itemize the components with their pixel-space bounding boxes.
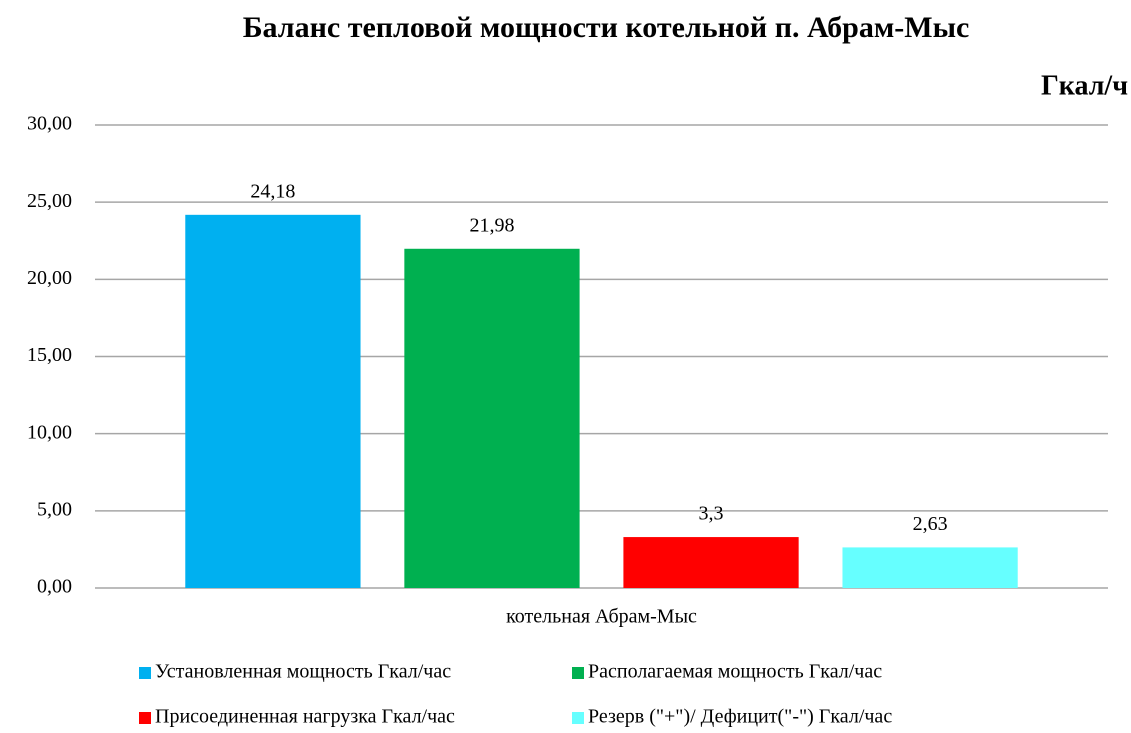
data-label: 3,3 xyxy=(699,503,724,525)
bar xyxy=(404,248,580,588)
x-tick-label: котельная Абрам-Мыс xyxy=(506,606,697,628)
y-tick-label: 0,00 xyxy=(37,576,72,598)
legend-label: Располагаемая мощность Гкал/час xyxy=(588,661,882,683)
legend-label: Резерв ("+")/ Дефицит("-") Гкал/час xyxy=(588,706,892,728)
bar xyxy=(623,537,799,588)
y-tick-label: 10,00 xyxy=(27,421,72,443)
legend-label: Установленная мощность Гкал/час xyxy=(155,661,451,683)
y-tick-label: 30,00 xyxy=(27,113,72,135)
legend-swatch xyxy=(139,667,151,679)
y-tick-label: 15,00 xyxy=(27,344,72,366)
y-tick-label: 5,00 xyxy=(37,498,72,520)
legend-swatch xyxy=(139,712,151,724)
data-label: 24,18 xyxy=(250,180,295,202)
legend-swatch xyxy=(572,712,584,724)
y-tick-label: 25,00 xyxy=(27,190,72,212)
unit-label: Гкал/ч xyxy=(1041,70,1128,101)
y-tick-label: 20,00 xyxy=(27,267,72,289)
legend-swatch xyxy=(572,667,584,679)
data-label: 2,63 xyxy=(913,513,948,535)
bar xyxy=(842,547,1018,588)
legend-label: Присоединенная нагрузка Гкал/час xyxy=(155,706,455,728)
chart-title: Баланс тепловой мощности котельной п. Аб… xyxy=(243,11,970,44)
bar xyxy=(185,214,361,588)
data-label: 21,98 xyxy=(469,214,514,236)
